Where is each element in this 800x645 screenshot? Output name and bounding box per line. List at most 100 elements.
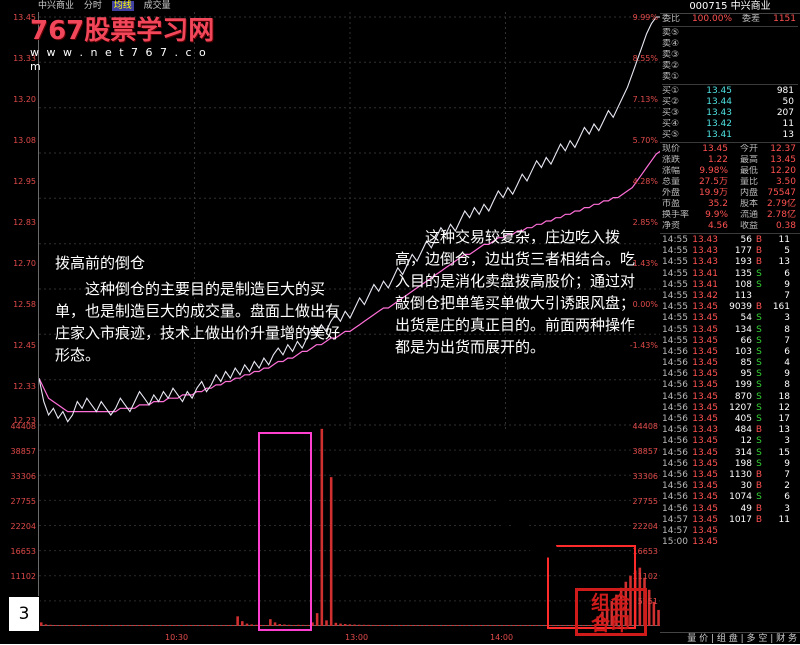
tick-row: 14:56 13.45 49 B 3 <box>662 504 798 515</box>
chart-ma-toggle[interactable]: 均线 <box>111 1 134 11</box>
quote-row: 换手率 9.9% 流通 2.78亿 <box>662 210 798 221</box>
tick-time: 14:56 <box>662 414 688 424</box>
chart-mode-label[interactable]: 分时 <box>83 1 102 11</box>
quote-value-1: 27.5万 <box>698 177 728 187</box>
tick-flag: S <box>756 335 762 346</box>
tick-flag: S <box>756 346 762 357</box>
tick-volume: 198 <box>734 458 752 469</box>
bid-volume: 11 <box>782 119 794 129</box>
tick-flag: S <box>756 414 762 424</box>
highlight-box-pink <box>258 432 312 631</box>
site-watermark: 767股票学习网 w w w . n e t 7 6 7 . c o m <box>30 16 220 73</box>
chart-title-bar: 中兴商业 分时 均线 成交量 <box>0 0 660 12</box>
tick-row: 14:56 13.43 484 B 13 <box>662 425 798 436</box>
vol-ylabel-4: 22204 <box>10 522 36 531</box>
vol-ylabel-r0: 44408 <box>632 422 658 431</box>
tick-price: 13.45 <box>692 402 718 413</box>
panel-tabs[interactable]: 量 价 | 组 盘 | 多 空 | 财 务 <box>660 632 800 644</box>
tick-count <box>766 526 790 537</box>
tick-volume: 134 <box>734 324 752 335</box>
tick-row: 15:00 13.45 <box>662 537 798 548</box>
price-ylabel-2: 13.20 <box>13 95 36 104</box>
vol-ylabel-r2: 33306 <box>632 472 658 481</box>
tick-count: 7 <box>784 290 790 301</box>
tick-volume: 103 <box>734 346 752 357</box>
bid-volume: 50 <box>782 97 794 107</box>
quote-row: 外盘 19.9万 内盘 75547 <box>662 188 798 199</box>
tick-flag: B <box>755 514 763 525</box>
price-ylabel-4: 12.95 <box>13 177 36 186</box>
tick-flag <box>752 291 766 302</box>
quote-label-2: 量比 <box>739 177 758 187</box>
tick-volume: 405 <box>734 414 752 424</box>
tick-flag: S <box>756 358 762 369</box>
bid-label: 买② <box>662 97 680 107</box>
quote-label-2: 最低 <box>739 166 758 176</box>
bid-volume: 13 <box>782 130 794 140</box>
tick-time: 14:56 <box>662 436 688 447</box>
bid-price: 13.45 <box>706 86 732 96</box>
bid-price: 13.41 <box>706 130 732 140</box>
ask-price <box>688 28 732 39</box>
bid-volume: 981 <box>776 86 794 96</box>
page-number: 3 <box>8 596 40 632</box>
vol-ylabel-r7: 5551 <box>637 597 658 606</box>
tick-flag: B <box>755 425 763 436</box>
tick-row: 14:55 13.45 54 S 3 <box>662 313 798 324</box>
quote-value-1: 9.98% <box>699 166 728 176</box>
vol-ylabel-r6: 11102 <box>632 572 658 581</box>
tick-price: 13.45 <box>692 414 718 424</box>
tick-flag: B <box>755 503 763 514</box>
tick-count: 18 <box>778 391 790 402</box>
tick-count: 3 <box>784 503 790 514</box>
highlight-box-red <box>547 545 636 629</box>
quote-label-1: 换手率 <box>662 210 690 220</box>
price-plot <box>38 12 662 430</box>
tick-row: 14:56 13.45 103 S 6 <box>662 347 798 358</box>
chart-volume-label[interactable]: 成交量 <box>143 1 171 11</box>
tick-price: 13.45 <box>692 391 718 402</box>
tick-price: 13.45 <box>692 458 718 469</box>
ask-row: 卖⑤ <box>662 28 798 39</box>
tick-time: 14:55 <box>662 290 688 301</box>
tick-count: 8 <box>784 324 790 335</box>
tick-count: 5 <box>784 246 790 257</box>
tick-price: 13.43 <box>692 425 718 436</box>
tick-volume: 49 <box>740 503 752 514</box>
tick-row: 14:55 13.41 135 S 6 <box>662 269 798 280</box>
vol-ylabel-r3: 27755 <box>632 497 658 506</box>
quote-value-1: 35.2 <box>707 199 728 209</box>
tick-volume <box>718 537 752 548</box>
tick-flag: S <box>756 458 762 469</box>
quote-value-2: 13.45 <box>770 155 796 165</box>
pct-ylabel-5: 2.85% <box>632 218 658 227</box>
bid-row: 买② 13.44 50 <box>662 97 798 108</box>
vol-ylabel-r4: 22204 <box>632 522 658 531</box>
tick-count: 11 <box>778 514 790 525</box>
quote-value-2: 3.50 <box>775 177 796 187</box>
bid-label: 买⑤ <box>662 130 680 140</box>
tick-list: 14:55 13.43 56 B 11 14:55 13.43 177 B 5 14:55 13.43… <box>660 235 800 548</box>
ask-label: 卖① <box>662 72 680 82</box>
x-tick-2: 14:00 <box>490 633 514 642</box>
vol-ylabel-6: 11102 <box>10 572 36 581</box>
ask-list: 卖⑤ 卖④ 卖③ 卖② 卖① <box>662 28 798 83</box>
tick-count: 17 <box>778 414 790 424</box>
tick-price: 13.45 <box>692 369 718 380</box>
tick-volume: 199 <box>734 380 752 391</box>
bid-label: 买③ <box>662 108 680 118</box>
quote-label-1: 市盈 <box>662 199 681 209</box>
ratio-value2: 1151 <box>773 14 796 24</box>
tick-row: 14:57 13.45 <box>662 526 798 537</box>
divider <box>662 84 798 85</box>
quote-label-2: 股本 <box>739 199 758 209</box>
bid-label: 买④ <box>662 119 680 129</box>
quote-row: 涨幅 9.98% 最低 12.20 <box>662 166 798 177</box>
tick-price: 13.45 <box>692 481 718 492</box>
tick-volume: 177 <box>734 246 752 257</box>
quote-value-2: 0.38 <box>775 221 796 231</box>
tick-volume: 108 <box>734 279 752 290</box>
ask-price <box>688 50 732 61</box>
ratio-value: 100.00% <box>691 14 732 24</box>
tick-volume: 1130 <box>729 469 752 480</box>
